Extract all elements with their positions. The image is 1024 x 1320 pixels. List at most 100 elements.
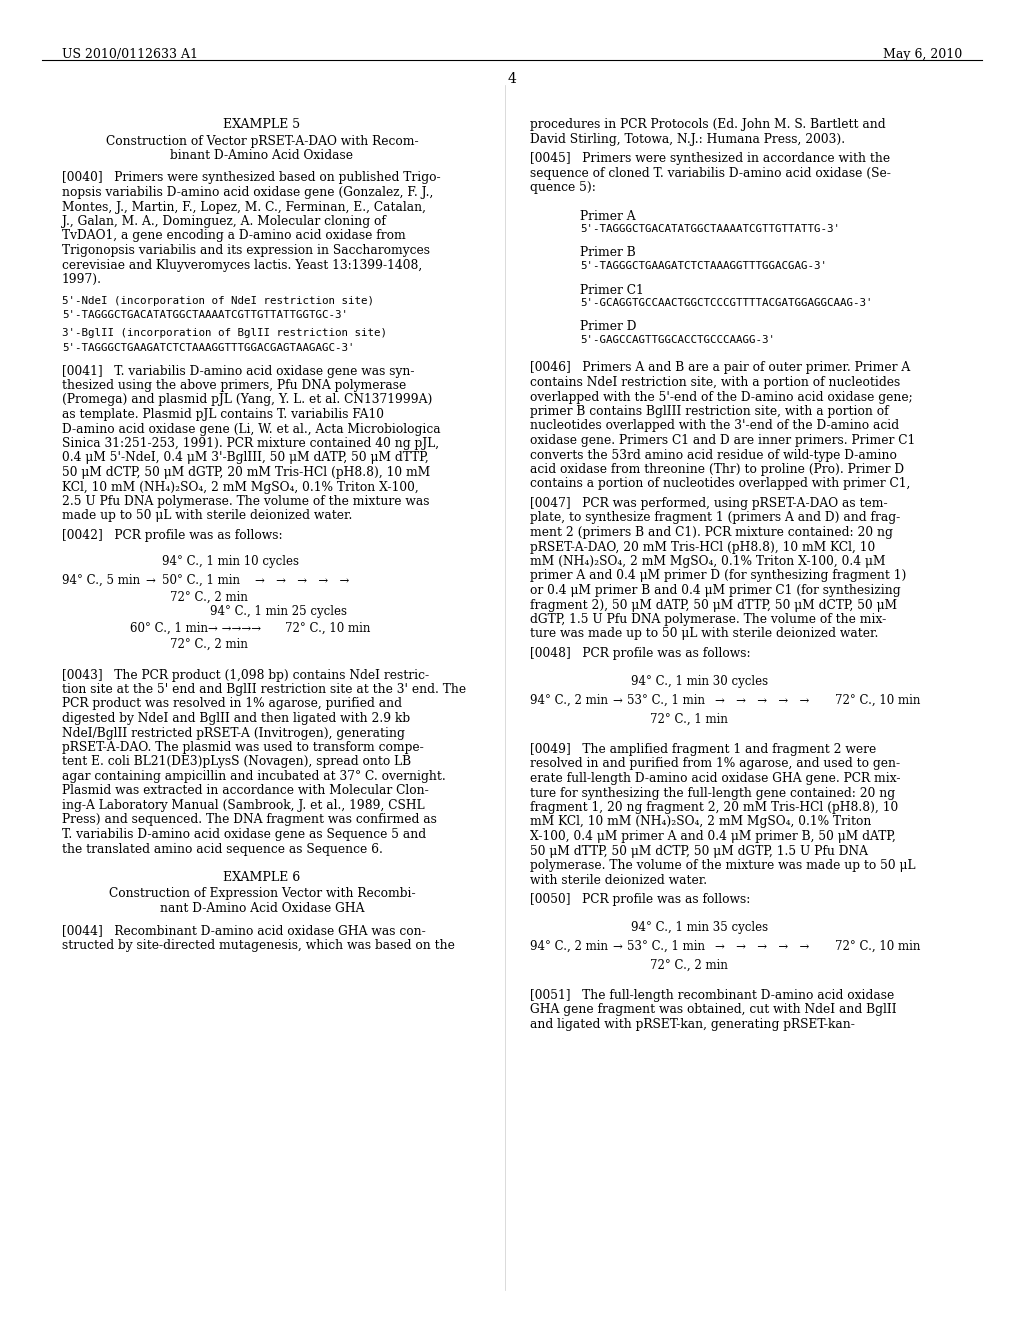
- Text: agar containing ampicillin and incubated at 37° C. overnight.: agar containing ampicillin and incubated…: [62, 770, 445, 783]
- Text: nopsis variabilis D-amino acid oxidase gene (Gonzalez, F. J.,: nopsis variabilis D-amino acid oxidase g…: [62, 186, 433, 199]
- Text: tion site at the 5' end and BglII restriction site at the 3' end. The: tion site at the 5' end and BglII restri…: [62, 682, 466, 696]
- Text: polymerase. The volume of the mixture was made up to 50 μL: polymerase. The volume of the mixture wa…: [530, 859, 915, 873]
- Text: contains NdeI restriction site, with a portion of nucleotides: contains NdeI restriction site, with a p…: [530, 376, 900, 389]
- Text: with sterile deionized water.: with sterile deionized water.: [530, 874, 708, 887]
- Text: (Promega) and plasmid pJL (Yang, Y. L. et al. CN1371999A): (Promega) and plasmid pJL (Yang, Y. L. e…: [62, 393, 432, 407]
- Text: plate, to synthesize fragment 1 (primers A and D) and frag-: plate, to synthesize fragment 1 (primers…: [530, 511, 900, 524]
- Text: nucleotides overlapped with the 3'-end of the D-amino acid: nucleotides overlapped with the 3'-end o…: [530, 420, 899, 433]
- Text: acid oxidase from threonine (Thr) to proline (Pro). Primer D: acid oxidase from threonine (Thr) to pro…: [530, 463, 904, 477]
- Text: [0047]   PCR was performed, using pRSET-A-DAO as tem-: [0047] PCR was performed, using pRSET-A-…: [530, 498, 888, 510]
- Text: and ligated with pRSET-kan, generating pRSET-kan-: and ligated with pRSET-kan, generating p…: [530, 1018, 855, 1031]
- Text: procedures in PCR Protocols (Ed. John M. S. Bartlett and: procedures in PCR Protocols (Ed. John M.…: [530, 117, 886, 131]
- Text: 5'-TAGGGCTGAAGATCTCTAAAGGTTTGGACGAG-3': 5'-TAGGGCTGAAGATCTCTAAAGGTTTGGACGAG-3': [580, 261, 827, 271]
- Text: →: →: [612, 694, 622, 708]
- Text: 4: 4: [508, 73, 516, 86]
- Text: tent E. coli BL21(DE3)pLysS (Novagen), spread onto LB: tent E. coli BL21(DE3)pLysS (Novagen), s…: [62, 755, 411, 768]
- Text: erate full-length D-amino acid oxidase GHA gene. PCR mix-: erate full-length D-amino acid oxidase G…: [530, 772, 900, 785]
- Text: fragment 1, 20 ng fragment 2, 20 mM Tris-HCl (pH8.8), 10: fragment 1, 20 ng fragment 2, 20 mM Tris…: [530, 801, 898, 814]
- Text: 72° C., 1 min: 72° C., 1 min: [650, 713, 728, 726]
- Text: [0049]   The amplified fragment 1 and fragment 2 were: [0049] The amplified fragment 1 and frag…: [530, 743, 877, 756]
- Text: 94° C., 1 min 10 cycles: 94° C., 1 min 10 cycles: [162, 556, 299, 569]
- Text: primer A and 0.4 μM primer D (for synthesizing fragment 1): primer A and 0.4 μM primer D (for synthe…: [530, 569, 906, 582]
- Text: 5'-TAGGGCTGAAGATCTCTAAAGGTTTGGACGAGTAAGAGC-3': 5'-TAGGGCTGAAGATCTCTAAAGGTTTGGACGAGTAAGA…: [62, 343, 354, 352]
- Text: overlapped with the 5'-end of the D-amino acid oxidase gene;: overlapped with the 5'-end of the D-amin…: [530, 391, 912, 404]
- Text: cerevisiae and Kluyveromyces lactis. Yeast 13:1399-1408,: cerevisiae and Kluyveromyces lactis. Yea…: [62, 259, 422, 272]
- Text: Construction of Expression Vector with Recombi-: Construction of Expression Vector with R…: [109, 887, 416, 900]
- Text: [0045]   Primers were synthesized in accordance with the: [0045] Primers were synthesized in accor…: [530, 152, 890, 165]
- Text: or 0.4 μM primer B and 0.4 μM primer C1 (for synthesizing: or 0.4 μM primer B and 0.4 μM primer C1 …: [530, 583, 901, 597]
- Text: →   →   →   →   →: → → → → →: [715, 940, 809, 953]
- Text: EXAMPLE 6: EXAMPLE 6: [223, 871, 301, 884]
- Text: the translated amino acid sequence as Sequence 6.: the translated amino acid sequence as Se…: [62, 842, 383, 855]
- Text: 3'-BglII (incorporation of BglII restriction site): 3'-BglII (incorporation of BglII restric…: [62, 329, 387, 338]
- Text: 0.4 μM 5'-NdeI, 0.4 μM 3'-BglIII, 50 μM dATP, 50 μM dTTP,: 0.4 μM 5'-NdeI, 0.4 μM 3'-BglIII, 50 μM …: [62, 451, 429, 465]
- Text: dGTP, 1.5 U Pfu DNA polymerase. The volume of the mix-: dGTP, 1.5 U Pfu DNA polymerase. The volu…: [530, 612, 886, 626]
- Text: primer B contains BglIII restriction site, with a portion of: primer B contains BglIII restriction sit…: [530, 405, 889, 418]
- Text: quence 5):: quence 5):: [530, 181, 596, 194]
- Text: Montes, J., Martin, F., Lopez, M. C., Ferminan, E., Catalan,: Montes, J., Martin, F., Lopez, M. C., Fe…: [62, 201, 426, 214]
- Text: thesized using the above primers, Pfu DNA polymerase: thesized using the above primers, Pfu DN…: [62, 379, 407, 392]
- Text: 94° C., 5 min: 94° C., 5 min: [62, 574, 140, 587]
- Text: → →→→→: → →→→→: [208, 622, 261, 635]
- Text: Primer B: Primer B: [580, 247, 636, 260]
- Text: 72° C., 2 min: 72° C., 2 min: [170, 638, 248, 651]
- Text: 94° C., 1 min 35 cycles: 94° C., 1 min 35 cycles: [632, 921, 769, 935]
- Text: KCl, 10 mM (NH₄)₂SO₄, 2 mM MgSO₄, 0.1% Triton X-100,: KCl, 10 mM (NH₄)₂SO₄, 2 mM MgSO₄, 0.1% T…: [62, 480, 419, 494]
- Text: 5'-GAGCCAGTTGGCACCTGCCCAAGG-3': 5'-GAGCCAGTTGGCACCTGCCCAAGG-3': [580, 335, 775, 345]
- Text: 94° C., 1 min 25 cycles: 94° C., 1 min 25 cycles: [210, 605, 347, 618]
- Text: fragment 2), 50 μM dATP, 50 μM dTTP, 50 μM dCTP, 50 μM: fragment 2), 50 μM dATP, 50 μM dTTP, 50 …: [530, 598, 897, 611]
- Text: ture for synthesizing the full-length gene contained: 20 ng: ture for synthesizing the full-length ge…: [530, 787, 895, 800]
- Text: May 6, 2010: May 6, 2010: [883, 48, 962, 61]
- Text: converts the 53rd amino acid residue of wild-type D-amino: converts the 53rd amino acid residue of …: [530, 449, 897, 462]
- Text: J., Galan, M. A., Dominguez, A. Molecular cloning of: J., Galan, M. A., Dominguez, A. Molecula…: [62, 215, 386, 228]
- Text: PCR product was resolved in 1% agarose, purified and: PCR product was resolved in 1% agarose, …: [62, 697, 402, 710]
- Text: EXAMPLE 5: EXAMPLE 5: [223, 117, 301, 131]
- Text: →: →: [145, 574, 155, 587]
- Text: GHA gene fragment was obtained, cut with NdeI and BglII: GHA gene fragment was obtained, cut with…: [530, 1003, 897, 1016]
- Text: 5'-TAGGGCTGACATATGGCTAAAATCGTTGTTATTG-3': 5'-TAGGGCTGACATATGGCTAAAATCGTTGTTATTG-3': [580, 224, 840, 234]
- Text: →   →   →   →   →: → → → → →: [255, 574, 349, 587]
- Text: nant D-Amino Acid Oxidase GHA: nant D-Amino Acid Oxidase GHA: [160, 902, 365, 915]
- Text: oxidase gene. Primers C1 and D are inner primers. Primer C1: oxidase gene. Primers C1 and D are inner…: [530, 434, 915, 447]
- Text: →   →   →   →   →: → → → → →: [715, 694, 809, 708]
- Text: Plasmid was extracted in accordance with Molecular Clon-: Plasmid was extracted in accordance with…: [62, 784, 429, 797]
- Text: D-amino acid oxidase gene (Li, W. et al., Acta Microbiologica: D-amino acid oxidase gene (Li, W. et al.…: [62, 422, 440, 436]
- Text: Primer A: Primer A: [580, 210, 636, 223]
- Text: [0040]   Primers were synthesized based on published Trigo-: [0040] Primers were synthesized based on…: [62, 172, 440, 185]
- Text: resolved in and purified from 1% agarose, and used to gen-: resolved in and purified from 1% agarose…: [530, 758, 900, 771]
- Text: 72° C., 10 min: 72° C., 10 min: [835, 694, 921, 708]
- Text: ing-A Laboratory Manual (Sambrook, J. et al., 1989, CSHL: ing-A Laboratory Manual (Sambrook, J. et…: [62, 799, 425, 812]
- Text: 1997).: 1997).: [62, 273, 102, 286]
- Text: structed by site-directed mutagenesis, which was based on the: structed by site-directed mutagenesis, w…: [62, 939, 455, 952]
- Text: made up to 50 μL with sterile deionized water.: made up to 50 μL with sterile deionized …: [62, 510, 352, 523]
- Text: [0041]   T. variabilis D-amino acid oxidase gene was syn-: [0041] T. variabilis D-amino acid oxidas…: [62, 364, 415, 378]
- Text: 72° C., 10 min: 72° C., 10 min: [835, 940, 921, 953]
- Text: contains a portion of nucleotides overlapped with primer C1,: contains a portion of nucleotides overla…: [530, 478, 910, 491]
- Text: digested by NdeI and BglII and then ligated with 2.9 kb: digested by NdeI and BglII and then liga…: [62, 711, 411, 725]
- Text: as template. Plasmid pJL contains T. variabilis FA10: as template. Plasmid pJL contains T. var…: [62, 408, 384, 421]
- Text: [0043]   The PCR product (1,098 bp) contains NdeI restric-: [0043] The PCR product (1,098 bp) contai…: [62, 668, 429, 681]
- Text: mM (NH₄)₂SO₄, 2 mM MgSO₄, 0.1% Triton X-100, 0.4 μM: mM (NH₄)₂SO₄, 2 mM MgSO₄, 0.1% Triton X-…: [530, 554, 886, 568]
- Text: 94° C., 2 min: 94° C., 2 min: [530, 940, 608, 953]
- Text: 50 μM dCTP, 50 μM dGTP, 20 mM Tris-HCl (pH8.8), 10 mM: 50 μM dCTP, 50 μM dGTP, 20 mM Tris-HCl (…: [62, 466, 430, 479]
- Text: binant D-Amino Acid Oxidase: binant D-Amino Acid Oxidase: [171, 149, 353, 162]
- Text: ment 2 (primers B and C1). PCR mixture contained: 20 ng: ment 2 (primers B and C1). PCR mixture c…: [530, 525, 893, 539]
- Text: T. variabilis D-amino acid oxidase gene as Sequence 5 and: T. variabilis D-amino acid oxidase gene …: [62, 828, 426, 841]
- Text: sequence of cloned T. variabilis D-amino acid oxidase (Se-: sequence of cloned T. variabilis D-amino…: [530, 166, 891, 180]
- Text: NdeI/BglII restricted pRSET-A (Invitrogen), generating: NdeI/BglII restricted pRSET-A (Invitroge…: [62, 726, 404, 739]
- Text: 5'-NdeI (incorporation of NdeI restriction site): 5'-NdeI (incorporation of NdeI restricti…: [62, 296, 374, 305]
- Text: pRSET-A-DAO, 20 mM Tris-HCl (pH8.8), 10 mM KCl, 10: pRSET-A-DAO, 20 mM Tris-HCl (pH8.8), 10 …: [530, 540, 876, 553]
- Text: pRSET-A-DAO. The plasmid was used to transform compe-: pRSET-A-DAO. The plasmid was used to tra…: [62, 741, 424, 754]
- Text: TvDAO1, a gene encoding a D-amino acid oxidase from: TvDAO1, a gene encoding a D-amino acid o…: [62, 230, 406, 243]
- Text: Trigonopsis variabilis and its expression in Saccharomyces: Trigonopsis variabilis and its expressio…: [62, 244, 430, 257]
- Text: mM KCl, 10 mM (NH₄)₂SO₄, 2 mM MgSO₄, 0.1% Triton: mM KCl, 10 mM (NH₄)₂SO₄, 2 mM MgSO₄, 0.1…: [530, 816, 871, 829]
- Text: 5'-GCAGGTGCCAACTGGCTCCCGTTTTACGATGGAGGCAAG-3': 5'-GCAGGTGCCAACTGGCTCCCGTTTTACGATGGAGGCA…: [580, 298, 872, 308]
- Text: David Stirling, Totowa, N.J.: Humana Press, 2003).: David Stirling, Totowa, N.J.: Humana Pre…: [530, 132, 845, 145]
- Text: [0042]   PCR profile was as follows:: [0042] PCR profile was as follows:: [62, 529, 283, 543]
- Text: [0048]   PCR profile was as follows:: [0048] PCR profile was as follows:: [530, 647, 751, 660]
- Text: 60° C., 1 min: 60° C., 1 min: [130, 622, 208, 635]
- Text: 72° C., 2 min: 72° C., 2 min: [650, 958, 728, 972]
- Text: X-100, 0.4 μM primer A and 0.4 μM primer B, 50 μM dATP,: X-100, 0.4 μM primer A and 0.4 μM primer…: [530, 830, 896, 843]
- Text: 53° C., 1 min: 53° C., 1 min: [627, 694, 705, 708]
- Text: Primer C1: Primer C1: [580, 284, 644, 297]
